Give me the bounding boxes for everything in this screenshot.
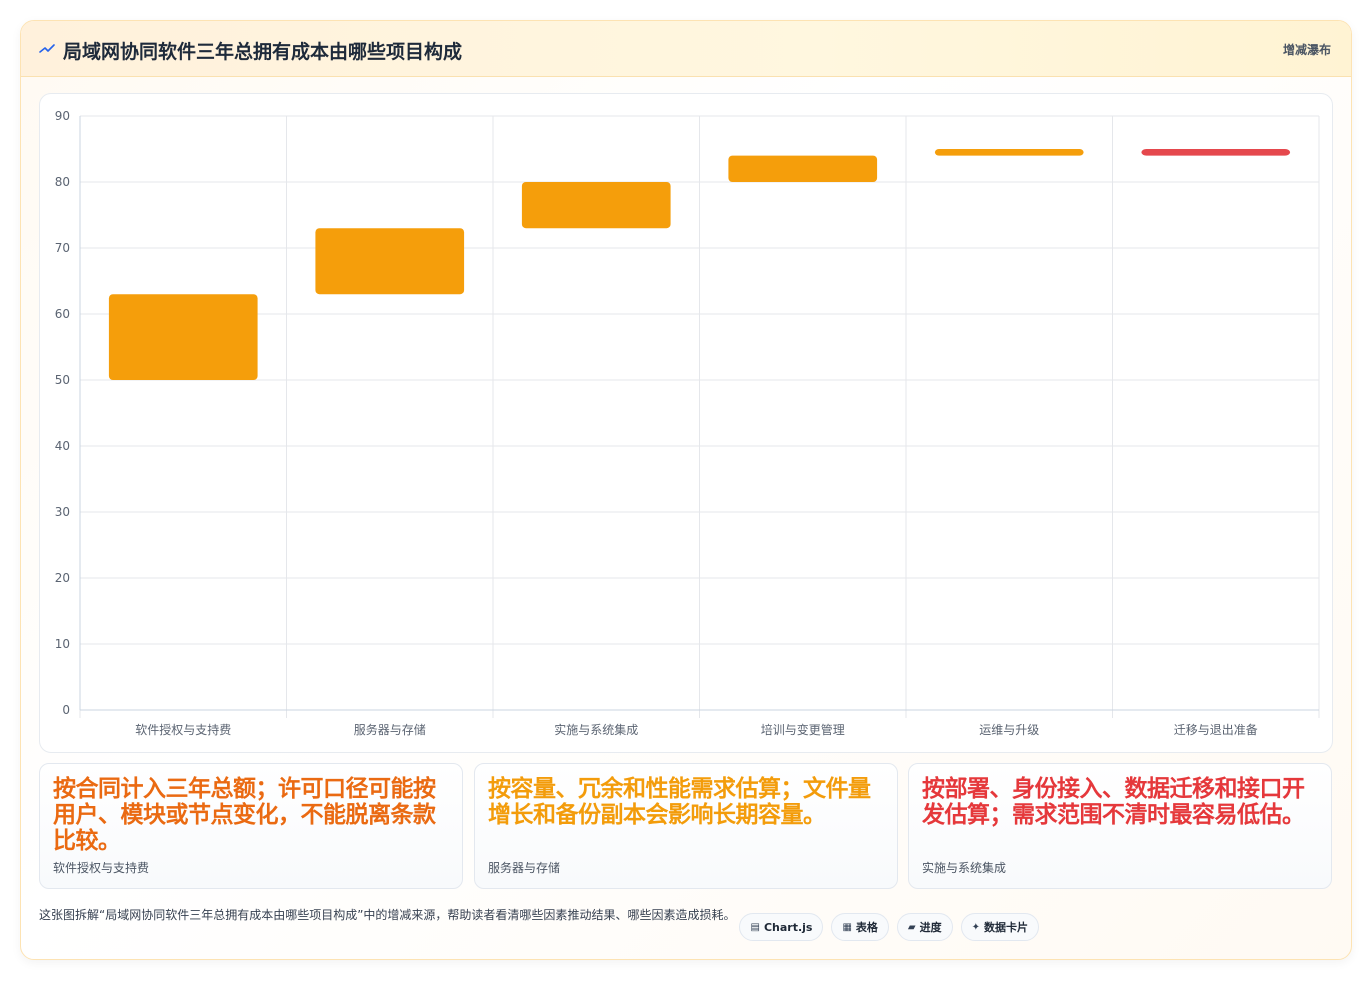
page-title: 局域网协同软件三年总拥有成本由哪些项目构成 <box>63 41 463 63</box>
y-tick-label: 60 <box>55 307 70 321</box>
note-text: 按合同计入三年总额；许可口径可能按用户、模块或节点变化，不能脱离条款比较。 <box>53 776 436 854</box>
note-label: 服务器与存储 <box>488 861 561 875</box>
note-text: 按部署、身份接入、数据迁移和接口开发估算；需求范围不清时最容易低估。 <box>922 776 1305 828</box>
y-tick-label: 90 <box>55 109 70 123</box>
y-tick-label: 80 <box>55 175 70 189</box>
badge-data-card[interactable]: ✦ 数据卡片 <box>960 913 1039 941</box>
y-tick-label: 50 <box>55 373 70 387</box>
chart-card: 局域网协同软件三年总拥有成本由哪些项目构成 增减瀑布 0 10 20 30 40 50 60… <box>20 20 1352 960</box>
x-tick-label: 培训与变更管理 <box>761 722 845 737</box>
note-card: 按部署、身份接入、数据迁移和接口开发估算；需求范围不清时最容易低估。 实施与系统… <box>908 763 1332 889</box>
y-tick-label: 30 <box>55 505 70 519</box>
data-card-icon: ✦ <box>971 921 980 933</box>
progress-icon: ▰ <box>907 921 916 933</box>
badge-label: 数据卡片 <box>984 921 1028 934</box>
y-tick-label: 70 <box>55 241 70 255</box>
x-tick-label: 软件授权与支持费 <box>135 722 231 737</box>
y-tick-label: 40 <box>55 439 70 453</box>
badge-label: 进度 <box>919 921 942 934</box>
badge-progress[interactable]: ▰ 进度 <box>896 913 953 941</box>
x-tick-label: 运维与升级 <box>979 723 1039 737</box>
waterfall-bar <box>521 182 671 229</box>
table-icon: ▦ <box>842 921 852 933</box>
note-cards: 按合同计入三年总额；许可口径可能按用户、模块或节点变化，不能脱离条款比较。 软件… <box>39 763 1333 889</box>
waterfall-bar <box>1141 149 1291 156</box>
chart-type-tag: 增减瀑布 <box>1282 43 1331 57</box>
note-card: 按合同计入三年总额；许可口径可能按用户、模块或节点变化，不能脱离条款比较。 软件… <box>39 763 463 889</box>
feature-badges: ▤ Chart.js ▦ 表格 ▰ 进度 ✦ 数据卡片 <box>739 913 1039 941</box>
y-tick-label: 0 <box>62 703 70 717</box>
note-label: 软件授权与支持费 <box>53 861 150 875</box>
waterfall-bar <box>934 149 1084 156</box>
badge-chartjs[interactable]: ▤ Chart.js <box>739 913 824 941</box>
waterfall-bar <box>728 155 878 182</box>
waterfall-bar <box>315 228 465 295</box>
badge-label: 表格 <box>855 921 878 934</box>
badge-label: Chart.js <box>763 920 813 934</box>
chart-panel: 0 10 20 30 40 50 60 70 80 90 软件授权与支持费 服务器与存储 实施与系统集成… <box>39 93 1333 753</box>
chart-description: 这张图拆解“局域网协同软件三年总拥有成本由哪些项目构成”中的增减来源，帮助读者看… <box>39 908 736 922</box>
x-tick-label: 实施与系统集成 <box>554 722 638 737</box>
x-tick-label: 迁移与退出准备 <box>1174 723 1258 737</box>
y-tick-label: 20 <box>55 571 70 585</box>
trend-icon <box>39 44 55 53</box>
waterfall-chart: 0 10 20 30 40 50 60 70 80 90 软件授权与支持费 服务器与存储 实施与系统集成… <box>55 109 1320 737</box>
waterfall-bar <box>108 294 258 380</box>
badge-table[interactable]: ▦ 表格 <box>831 913 889 941</box>
note-label: 实施与系统集成 <box>922 861 1007 875</box>
note-text: 按容量、冗余和性能需求估算；文件量增长和备份副本会影响长期容量。 <box>488 776 871 828</box>
card-header: 局域网协同软件三年总拥有成本由哪些项目构成 增减瀑布 <box>21 21 1351 77</box>
x-tick-label: 服务器与存储 <box>354 722 426 737</box>
chart-icon: ▤ <box>750 921 760 933</box>
note-card: 按容量、冗余和性能需求估算；文件量增长和备份副本会影响长期容量。 服务器与存储 <box>474 763 898 889</box>
y-tick-label: 10 <box>55 637 70 651</box>
